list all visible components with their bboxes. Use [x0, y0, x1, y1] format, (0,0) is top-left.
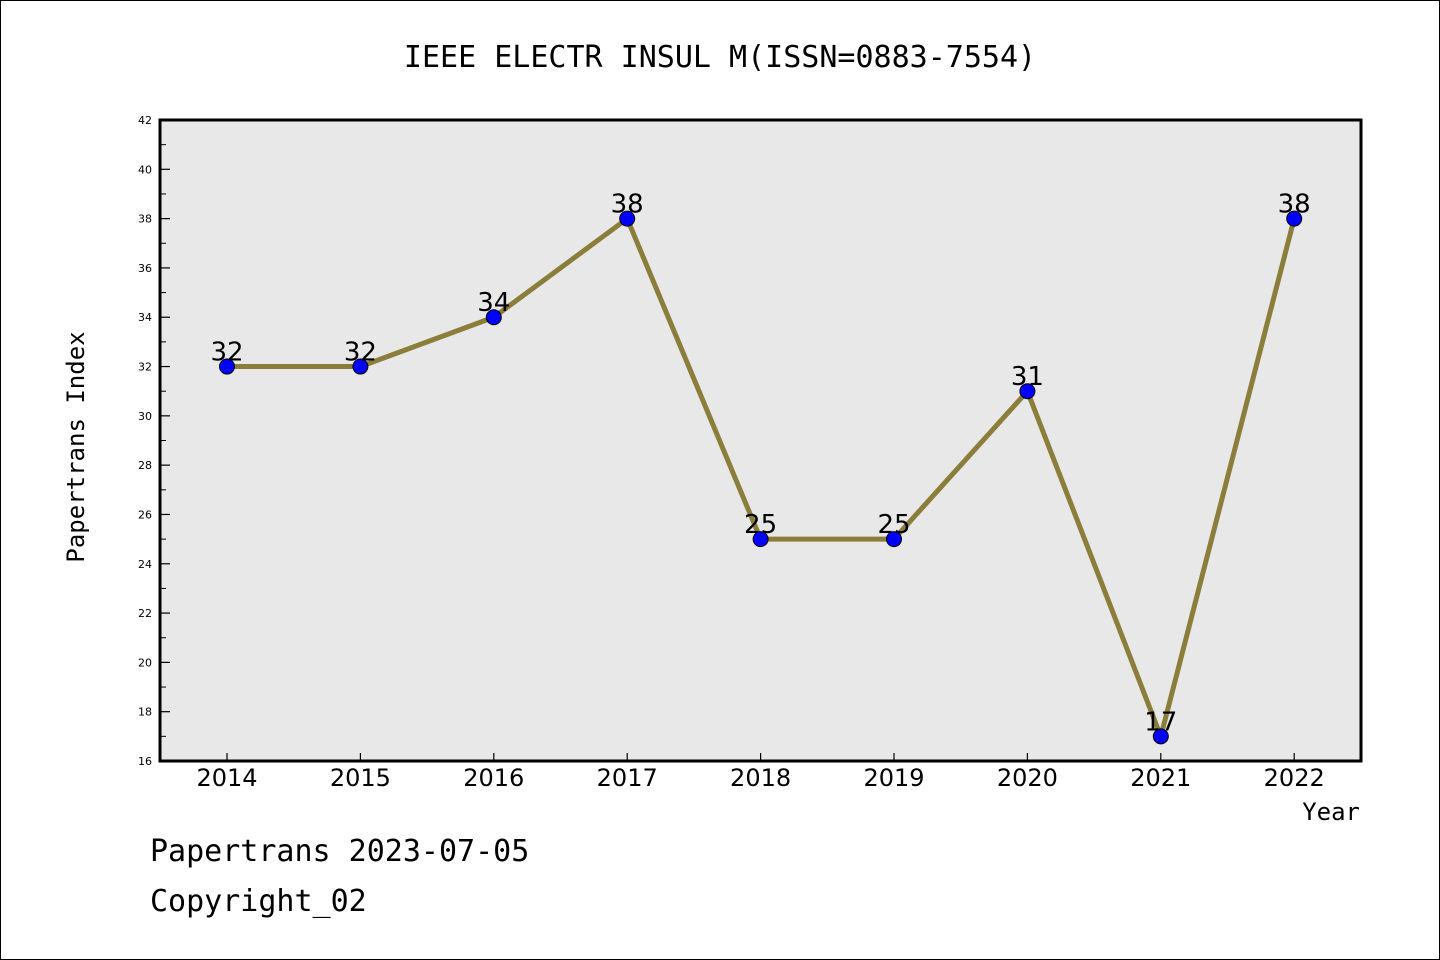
- x-tick-label: 2022: [1264, 764, 1325, 792]
- y-axis: 16 18 20 22 24 26 28 30 32 34 36 38 40 42: [138, 114, 170, 768]
- data-point: [219, 358, 235, 375]
- data-label: 38: [1278, 190, 1311, 220]
- data-point: [1152, 728, 1169, 745]
- x-tick-label: 2016: [463, 764, 524, 792]
- series-group: 32 32 34 38 25 25 31 17 38: [210, 190, 1311, 745]
- y-tick-label: 30: [138, 410, 152, 423]
- data-point: [886, 531, 902, 548]
- chart-title: IEEE ELECTR INSUL M(ISSN=0883-7554): [404, 40, 1036, 75]
- footer-copyright: Copyright_02: [150, 884, 367, 919]
- y-tick-label: 18: [138, 706, 152, 719]
- x-tick-label: 2018: [730, 764, 791, 792]
- data-point: [1019, 383, 1036, 400]
- y-tick-label: 16: [138, 755, 152, 768]
- y-tick-label: 22: [138, 607, 152, 620]
- data-point: [752, 531, 769, 548]
- data-label: 17: [1144, 707, 1177, 737]
- data-label: 34: [477, 288, 510, 318]
- x-axis-label: Year: [1302, 798, 1360, 826]
- y-tick-label: 38: [138, 213, 152, 226]
- x-tick-label: 2014: [196, 764, 257, 792]
- data-point: [619, 210, 636, 227]
- data-label: 25: [877, 510, 910, 540]
- y-tick-label: 28: [138, 459, 152, 472]
- y-tick-label: 36: [138, 262, 152, 275]
- plot-area: [158, 118, 1363, 763]
- data-label: 25: [744, 510, 777, 540]
- footer-date: Papertrans 2023-07-05: [150, 834, 530, 869]
- y-tick-label: 24: [138, 558, 152, 571]
- x-tick-label: 2017: [597, 764, 658, 792]
- y-tick-label: 20: [138, 656, 152, 669]
- data-point: [352, 358, 369, 375]
- data-point: [1286, 210, 1303, 227]
- y-tick-label: 32: [138, 361, 152, 374]
- data-label: 38: [611, 190, 644, 220]
- data-label: 31: [1011, 362, 1044, 392]
- y-axis-label: Papertrans Index: [62, 331, 90, 562]
- x-tick-label: 2019: [863, 764, 924, 792]
- x-tick-label: 2015: [330, 764, 391, 792]
- x-tick-label: 2021: [1130, 764, 1191, 792]
- x-axis: 2014 2015 2016 2017 2018 2019 2020 2021 2022: [196, 753, 1325, 792]
- x-tick-label: 2020: [997, 764, 1058, 792]
- data-label: 32: [210, 338, 243, 368]
- y-tick-label: 40: [138, 163, 152, 176]
- y-tick-label: 34: [138, 311, 152, 324]
- data-label: 32: [344, 338, 377, 368]
- y-tick-label: 26: [138, 508, 152, 521]
- y-tick-label: 42: [138, 114, 152, 127]
- data-point: [485, 309, 502, 326]
